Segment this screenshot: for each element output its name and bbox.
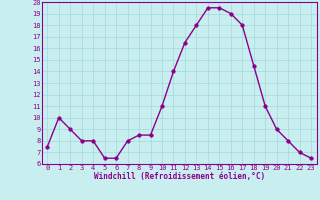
X-axis label: Windchill (Refroidissement éolien,°C): Windchill (Refroidissement éolien,°C) <box>94 172 265 181</box>
